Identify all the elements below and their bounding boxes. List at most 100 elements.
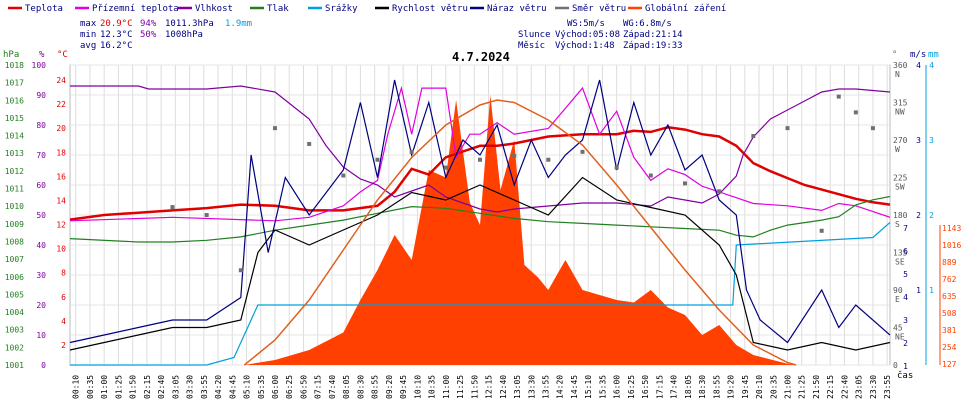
unit-pct: %	[39, 50, 45, 60]
ms-right-tick-label: 1	[903, 362, 908, 371]
legend-label: Globální záření	[645, 4, 726, 14]
x-tick-label: 03:55	[200, 375, 209, 399]
wm2-tick-label: 127	[942, 360, 957, 369]
wind-direction-point	[238, 268, 243, 273]
x-tick-label: 06:25	[285, 375, 294, 399]
celsius-tick-label: 12	[56, 221, 66, 230]
wind-direction-point	[478, 157, 482, 162]
stats-max-rain: 1.9mm	[225, 19, 252, 29]
x-tick-label: 20:35	[769, 375, 778, 399]
series-tlak	[69, 195, 891, 243]
hpa-tick-label: 1005	[5, 290, 24, 299]
x-tick-label: 23:55	[883, 375, 892, 399]
wind-direction-point	[170, 205, 175, 210]
ms-right-tick-label: 2	[903, 339, 908, 348]
x-tick-label: 03:05	[171, 375, 180, 399]
x-tick-label: 22:40	[840, 375, 849, 399]
pct-tick-label: 40	[36, 241, 46, 250]
x-tick-label: 13:55	[541, 375, 550, 399]
celsius-tick-label: 24	[56, 76, 66, 85]
hpa-tick-label: 1004	[5, 308, 24, 317]
pct-tick-label: 20	[36, 301, 46, 310]
deg-tick-label: 45	[893, 324, 903, 333]
wind-direction-point	[580, 149, 585, 154]
wind-direction-point	[614, 165, 619, 170]
x-tick-label: 19:45	[741, 375, 750, 399]
stats-max-press: 1011.3hPa	[165, 19, 214, 29]
hpa-tick-label: 1014	[5, 132, 24, 141]
celsius-tick-label: 10	[56, 245, 66, 254]
ms-tick-label: 2	[916, 211, 921, 220]
series-globalni-zareni	[244, 95, 798, 365]
deg-tick-label: 135	[893, 249, 908, 258]
axes: 00:10 00:35 01:00 01:25 01:50 02:15 02:40 03:05…	[5, 61, 962, 399]
x-tick-label: 05:35	[257, 375, 266, 399]
direction-label: S	[895, 220, 900, 229]
x-tick-label: 06:50	[299, 375, 308, 399]
stats-max-label: max	[80, 19, 97, 29]
hpa-tick-label: 1018	[5, 61, 24, 70]
x-tick-label: 06:00	[271, 375, 280, 399]
pct-tick-label: 80	[36, 121, 46, 130]
x-tick-label: 07:40	[328, 375, 337, 399]
stats-min-hum: 50%	[140, 30, 157, 40]
pct-tick-label: 60	[36, 181, 46, 190]
wm2-tick-label: 508	[942, 309, 957, 318]
wind-direction-point	[836, 94, 841, 99]
hpa-tick-label: 1009	[5, 220, 24, 229]
legend-label: Směr větru	[572, 4, 626, 14]
x-tick-label: 09:20	[385, 375, 394, 399]
wind-direction-point	[341, 173, 346, 178]
hpa-tick-label: 1001	[5, 361, 24, 370]
wind-direction-point	[853, 110, 858, 115]
hpa-tick-label: 1010	[5, 202, 24, 211]
x-tick-label: 11:25	[456, 375, 465, 399]
celsius-tick-label: 8	[61, 269, 66, 278]
hpa-tick-label: 1002	[5, 343, 24, 352]
wind-direction-point	[443, 165, 448, 170]
wind-ws: WS:5m/s	[567, 19, 605, 29]
unit-deg: °	[892, 50, 897, 60]
hpa-tick-label: 1003	[5, 326, 24, 335]
x-tick-label: 07:15	[314, 375, 323, 399]
x-tick-label: 16:00	[613, 375, 622, 399]
x-tick-label: 08:30	[356, 375, 365, 399]
deg-tick-label: 225	[893, 174, 908, 183]
x-tick-label: 11:00	[442, 375, 451, 399]
stats-block: max 20.9°C 94% 1011.3hPa 1.9mm min 12.3°…	[80, 19, 252, 51]
pct-tick-label: 90	[36, 91, 46, 100]
hpa-tick-label: 1017	[5, 79, 24, 88]
celsius-tick-label: 22	[56, 100, 66, 109]
x-tick-label: 15:35	[598, 375, 607, 399]
x-tick-label: 14:45	[570, 375, 579, 399]
deg-tick-label: 0	[893, 361, 898, 370]
celsius-tick-label: 14	[56, 196, 66, 205]
deg-tick-label: 180	[893, 211, 908, 220]
stats-min-press: 1008hPa	[165, 30, 203, 40]
stats-min-label: min	[80, 30, 96, 40]
wind-direction-point	[870, 126, 875, 131]
series-p-zemn-teplota	[69, 85, 891, 222]
pct-tick-label: 100	[32, 61, 47, 70]
mm-tick-label: 2	[929, 211, 934, 220]
moon-set: Západ:19:33	[623, 41, 683, 51]
direction-label: NW	[895, 108, 905, 117]
unit-mm: mm	[928, 50, 939, 60]
x-tick-label: 21:00	[784, 375, 793, 399]
series-rychlost-v-tru	[69, 176, 891, 351]
wm2-tick-label: 889	[942, 258, 957, 267]
x-tick-label: 20:10	[755, 375, 764, 399]
direction-label: W	[895, 145, 900, 154]
x-tick-label: 16:25	[627, 375, 636, 399]
sun-rise: Východ:05:08	[555, 30, 620, 40]
plot-area	[69, 64, 891, 366]
x-tick-label: 08:55	[371, 375, 380, 399]
wind-direction-point	[751, 134, 756, 139]
ms-tick-label: 1	[916, 286, 921, 295]
unit-x: čas	[897, 370, 913, 381]
x-tick-label: 05:10	[243, 375, 252, 399]
wm2-tick-label: 254	[942, 343, 957, 352]
hpa-tick-label: 1006	[5, 273, 24, 282]
series-sr-ky	[70, 222, 891, 366]
pct-tick-label: 50	[36, 211, 46, 220]
